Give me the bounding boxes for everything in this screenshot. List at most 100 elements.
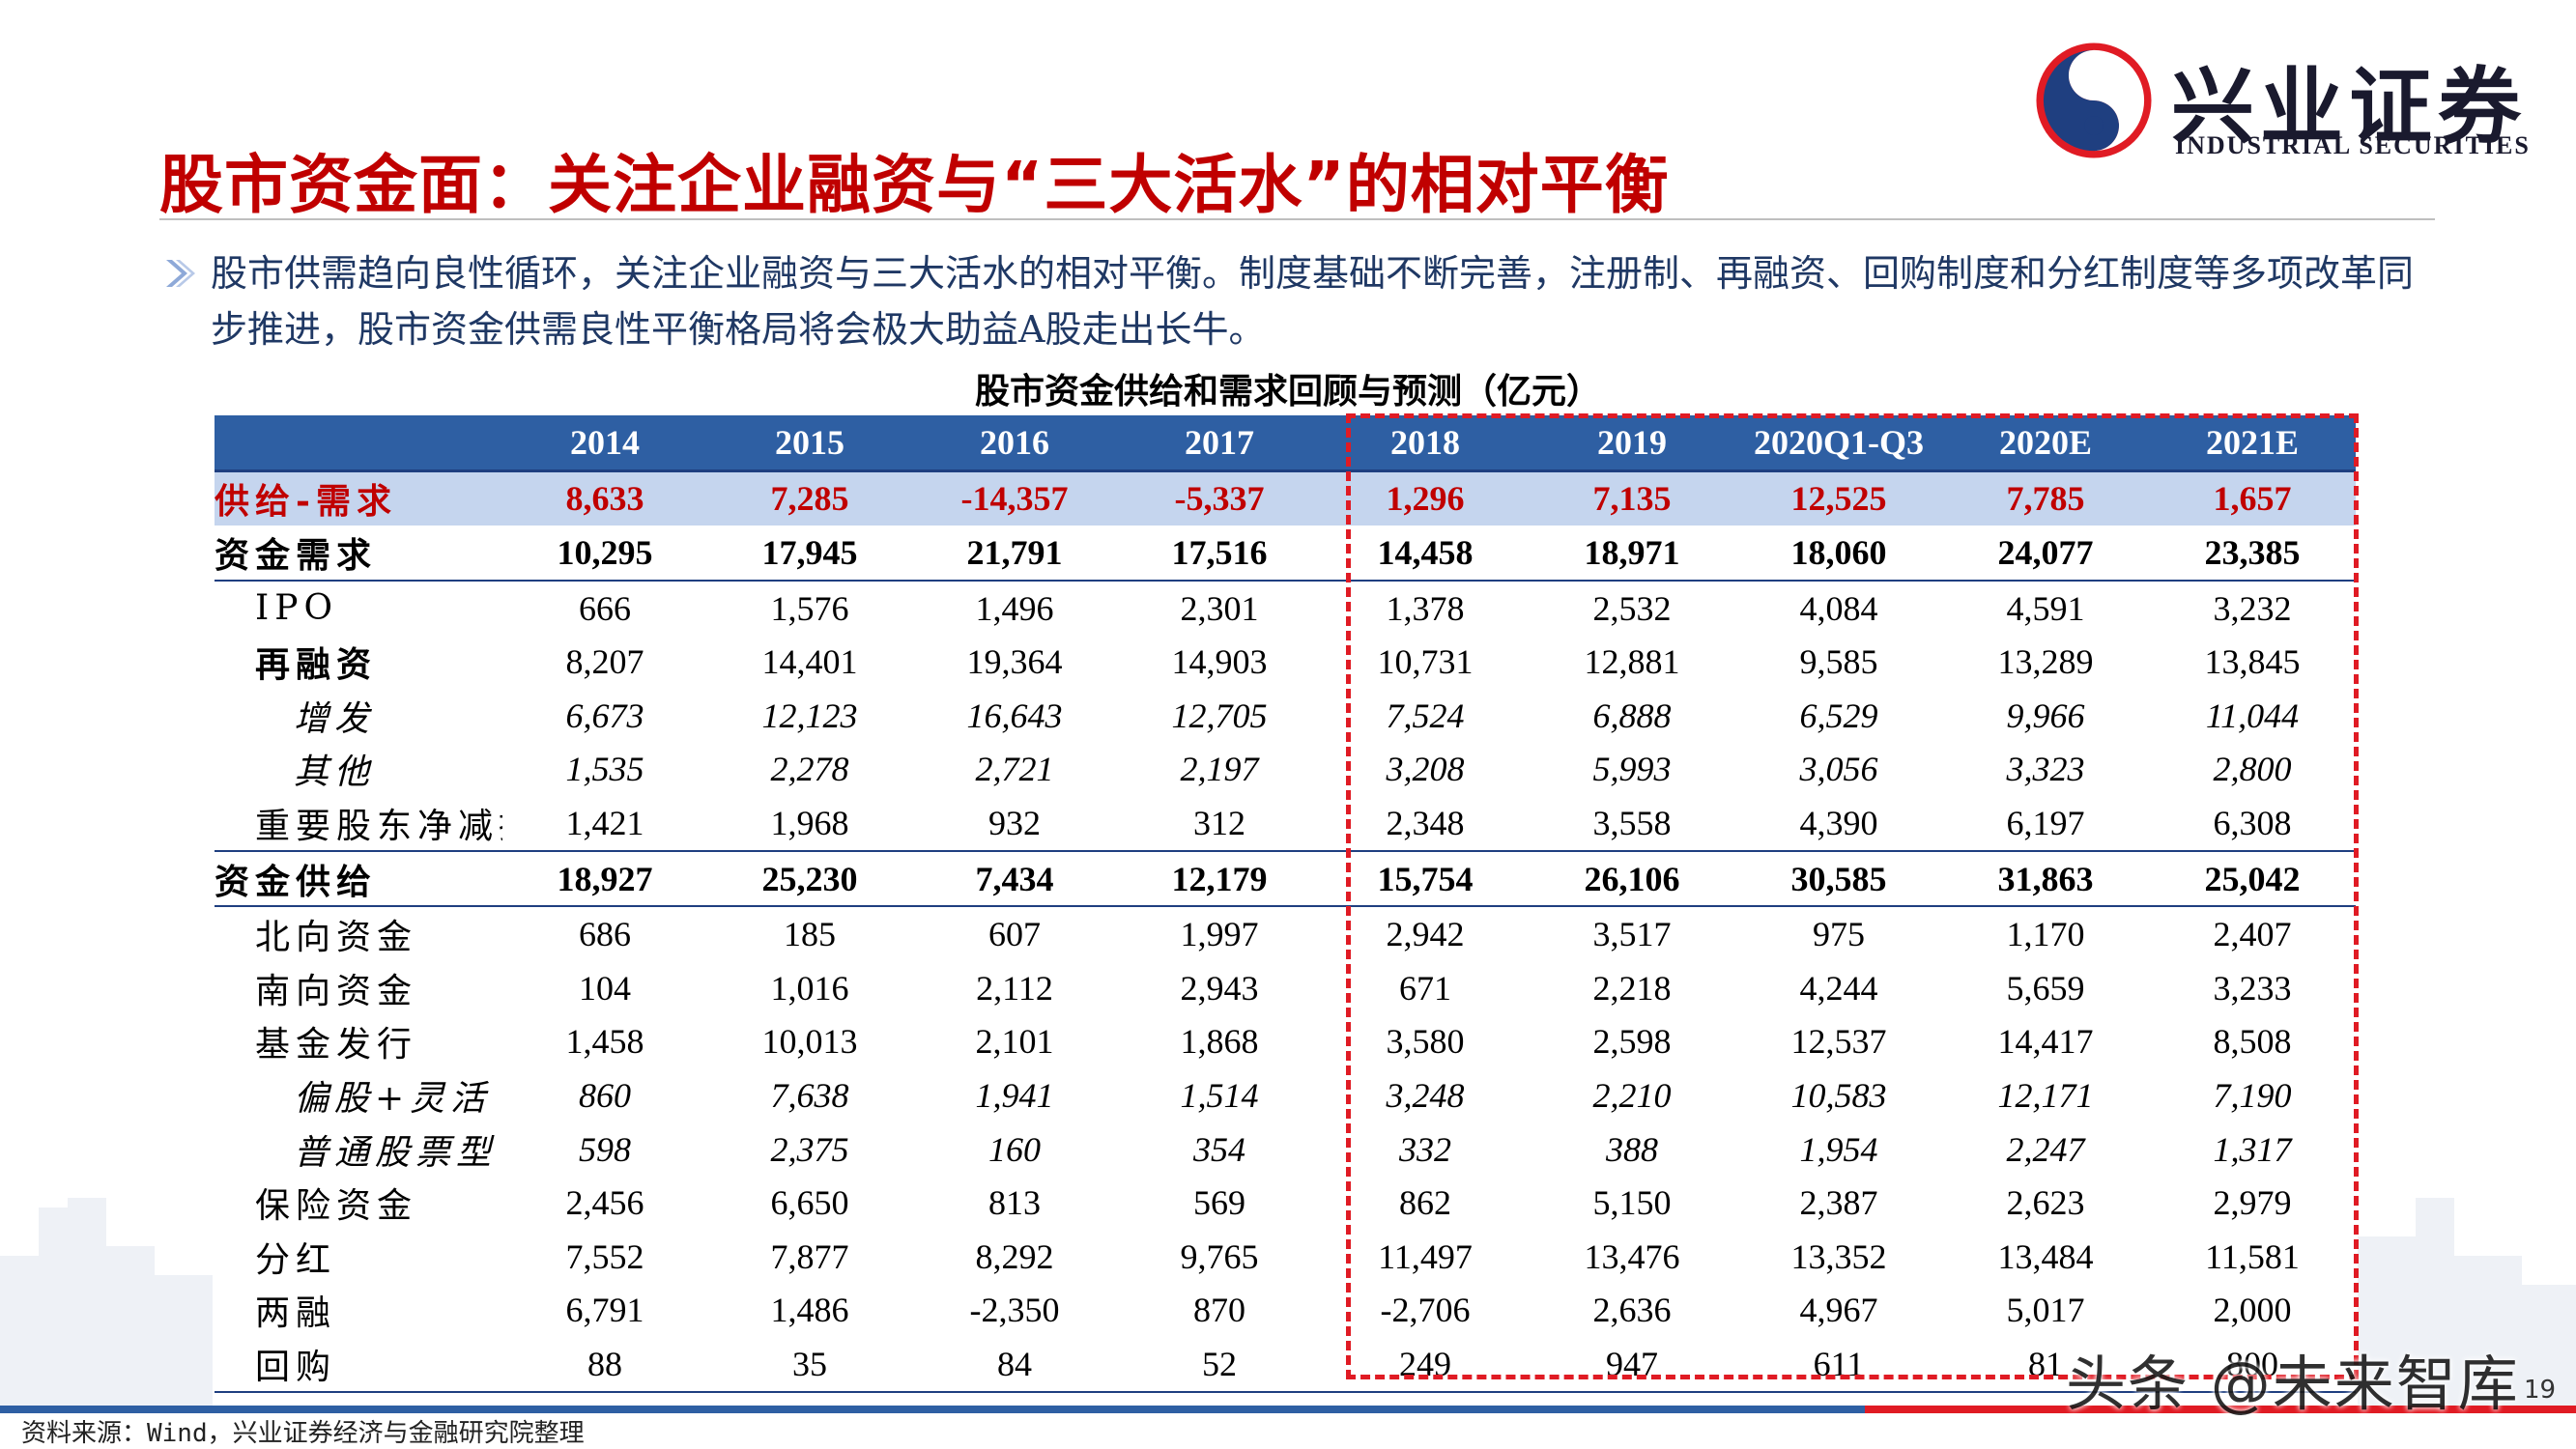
value-cell: 2,942: [1386, 915, 1465, 954]
table-row: 偏股+灵活 860 7,638 1,941 1,514 3,248 2,210 10,583 1…: [215, 1068, 2356, 1122]
value-cell: 81: [1942, 1337, 2149, 1393]
header-cell-2016: 2016: [912, 415, 1117, 472]
value-cell: 1,296: [1322, 470, 1529, 526]
value-cell: 8,292: [975, 1236, 1054, 1276]
value-cell: 84: [912, 1337, 1117, 1393]
value-cell: 2,348: [1386, 803, 1465, 842]
table-row: 回购 88 35 84 52 249 947 611 81 800: [215, 1337, 2356, 1393]
value-cell: 31,863: [1942, 849, 2149, 908]
value-cell: 15,754: [1322, 849, 1529, 908]
row-label: IPO: [255, 588, 338, 629]
page-number: 19: [2524, 1376, 2557, 1405]
value-cell: 2,598: [1592, 1022, 1672, 1062]
value-cell: 12,123: [761, 696, 858, 735]
logo-emblem-icon: [2036, 43, 2152, 158]
value-cell: 2,000: [2213, 1291, 2292, 1330]
value-cell: 6,888: [1592, 696, 1672, 735]
value-cell: 18,060: [1735, 526, 1942, 582]
value-cell: 3,056: [1799, 750, 1878, 789]
value-cell: 1,535: [565, 750, 644, 789]
value-cell: 686: [579, 915, 631, 954]
value-cell: 2,979: [2213, 1183, 2292, 1223]
table-row: 再融资 8,207 14,401 19,364 14,903 10,731 12,881 9,…: [215, 635, 2356, 689]
value-cell: -14,357: [912, 470, 1117, 526]
header-cell-2020q1-q3: 2020Q1-Q3: [1735, 415, 1942, 472]
row-label: 其他: [294, 753, 376, 793]
summary-bullet: 股市供需趋向良性循环，关注企业融资与三大活水的相对平衡。制度基础不断完善，注册制…: [211, 252, 2415, 351]
table-row: 其他 1,535 2,278 2,721 2,197 3,208 5,993 3,056 3,3…: [215, 743, 2356, 797]
value-cell: 3,517: [1592, 915, 1672, 954]
value-cell: 3,208: [1386, 750, 1465, 789]
value-cell: 813: [988, 1183, 1041, 1223]
value-cell: 3,558: [1592, 803, 1672, 842]
table-row: IPO 666 1,576 1,496 2,301 1,378 2,532 4,084 4,59…: [215, 581, 2356, 636]
row-label: 资金供给: [215, 849, 502, 908]
value-cell: 1,016: [770, 968, 849, 1008]
value-cell: 1,941: [975, 1075, 1054, 1115]
value-cell: 10,583: [1790, 1075, 1887, 1115]
value-cell: 14,458: [1322, 526, 1529, 582]
header-cell-2019: 2019: [1529, 415, 1735, 472]
row-label: 重要股东净减持: [255, 806, 502, 846]
value-cell: 2,375: [770, 1129, 849, 1169]
value-cell: 104: [579, 968, 631, 1008]
value-cell: 11,044: [2205, 696, 2300, 735]
row-label: 供给-需求: [215, 470, 502, 526]
value-cell: 1,954: [1799, 1129, 1878, 1169]
value-cell: 7,785: [1942, 470, 2149, 526]
value-cell: 1,378: [1386, 588, 1465, 628]
header-cell-2021e: 2021E: [2149, 415, 2356, 472]
value-cell: 7,552: [565, 1236, 644, 1276]
value-cell: 185: [784, 915, 836, 954]
value-cell: 2,278: [770, 750, 849, 789]
value-cell: 1,968: [770, 803, 849, 842]
value-cell: 25,230: [707, 849, 912, 908]
value-cell: 7,434: [912, 849, 1117, 908]
value-cell: 671: [1399, 968, 1451, 1008]
row-label: 保险资金: [255, 1186, 418, 1227]
value-cell: 1,496: [975, 588, 1054, 628]
row-label: 普通股票型: [294, 1132, 498, 1173]
value-cell: 52: [1117, 1337, 1322, 1393]
logo-name-en: INDUSTRIAL SECURITIES: [2175, 131, 2531, 159]
value-cell: 5,993: [1592, 750, 1672, 789]
footer-bar-red: [1865, 1406, 2576, 1413]
table-row: 增发 6,673 12,123 16,643 12,705 7,524 6,888 6,529…: [215, 689, 2356, 743]
watermark: 头条 @未来智库: [2066, 1349, 2520, 1419]
table-row: 保险资金 2,456 6,650 813 569 862 5,150 2,387 2,623 2,…: [215, 1176, 2356, 1230]
header-cell-2020e: 2020E: [1942, 415, 2149, 472]
value-cell: 2,210: [1592, 1075, 1672, 1115]
value-cell: 3,248: [1386, 1075, 1465, 1115]
value-cell: 870: [1193, 1291, 1245, 1330]
source-note: 资料来源：Wind，兴业证券经济与金融研究院整理: [21, 1419, 585, 1448]
value-cell: 13,484: [1997, 1236, 2094, 1276]
value-cell: 2,197: [1180, 750, 1259, 789]
value-cell: 6,529: [1799, 696, 1878, 735]
value-cell: 2,112: [976, 968, 1053, 1008]
value-cell: 1,997: [1180, 915, 1259, 954]
value-cell: 10,295: [502, 526, 707, 582]
table-row: 普通股票型 598 2,375 160 354 332 388 1,954 2,247 1,317: [215, 1122, 2356, 1177]
value-cell: 3,232: [2213, 588, 2292, 628]
value-cell: 975: [1813, 915, 1865, 954]
value-cell: 2,301: [1180, 588, 1259, 628]
value-cell: 1,458: [565, 1022, 644, 1062]
value-cell: 1,317: [2213, 1129, 2292, 1169]
table-row: 重要股东净减持 1,421 1,968 932 312 2,348 3,558 4,390 6,…: [215, 796, 2356, 851]
row-label: 偏股+灵活: [294, 1078, 492, 1119]
value-cell: 8,207: [565, 642, 644, 682]
footer-bar-blue: [0, 1406, 1865, 1413]
value-cell: 21,791: [912, 526, 1117, 582]
value-cell: 332: [1399, 1129, 1451, 1169]
row-label: 增发: [294, 698, 376, 739]
value-cell: 1,657: [2149, 470, 2356, 526]
value-cell: 17,945: [707, 526, 912, 582]
value-cell: 2,636: [1592, 1291, 1672, 1330]
value-cell: 12,705: [1171, 696, 1268, 735]
row-label: 再融资: [255, 644, 378, 686]
value-cell: 312: [1193, 803, 1245, 842]
value-cell: 160: [988, 1129, 1041, 1169]
value-cell: 12,525: [1735, 470, 1942, 526]
value-cell: 10,731: [1377, 642, 1474, 682]
value-cell: 3,580: [1386, 1022, 1465, 1062]
